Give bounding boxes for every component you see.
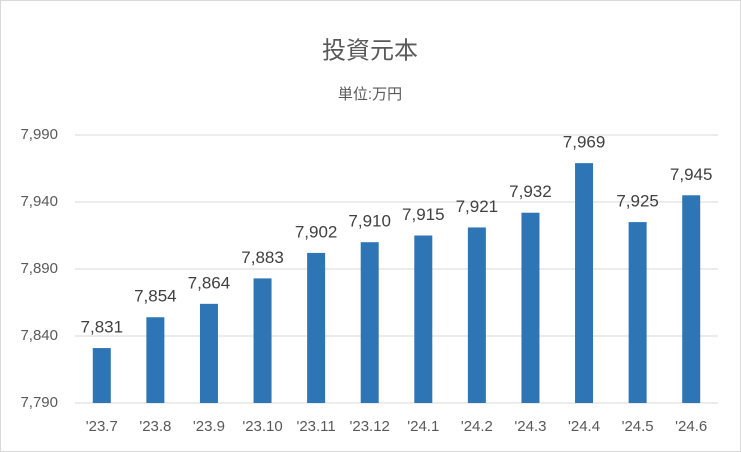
chart-title: 投資元本 [322,37,418,64]
value-label: 7,854 [134,287,177,306]
x-tick-label: '24.4 [568,418,600,435]
x-tick-label: '23.10 [242,418,282,435]
y-tick-label: 7,790 [20,394,58,411]
bar [360,242,379,403]
x-tick-label: '23.12 [350,418,390,435]
value-label: 7,831 [81,318,124,337]
y-tick-label: 7,840 [20,327,58,344]
x-tick-label: '23.11 [296,418,335,435]
bar [146,317,165,403]
chart-subtitle: 単位:万円 [338,86,402,103]
value-label: 7,910 [348,212,391,231]
value-label: 7,921 [456,197,499,216]
x-tick-label: '23.9 [193,418,225,435]
value-label: 7,945 [670,165,713,184]
value-label: 7,883 [241,248,284,267]
value-label: 7,969 [563,133,606,152]
x-tick-label: '23.8 [139,418,171,435]
bar [414,235,433,403]
value-label: 7,925 [616,192,659,211]
value-label: 7,864 [188,273,231,292]
value-label: 7,915 [402,205,445,224]
bar [682,195,701,403]
y-tick-label: 7,990 [20,126,58,143]
bar [253,278,272,403]
bar [575,163,594,403]
bar [628,222,647,403]
x-tick-label: '24.6 [675,418,707,435]
x-tick-label: '24.2 [461,418,493,435]
x-tick-label: '24.5 [622,418,654,435]
x-tick-label: '23.7 [86,418,118,435]
x-tick-label: '24.3 [514,418,546,435]
bar [92,348,111,403]
bar [521,212,540,403]
x-tick-label: '24.1 [407,418,439,435]
y-tick-label: 7,890 [20,260,58,277]
bar [467,227,486,403]
y-tick-label: 7,940 [20,193,58,210]
bar [307,252,326,403]
value-label: 7,902 [295,222,338,241]
bar [199,303,218,403]
value-label: 7,932 [509,182,552,201]
